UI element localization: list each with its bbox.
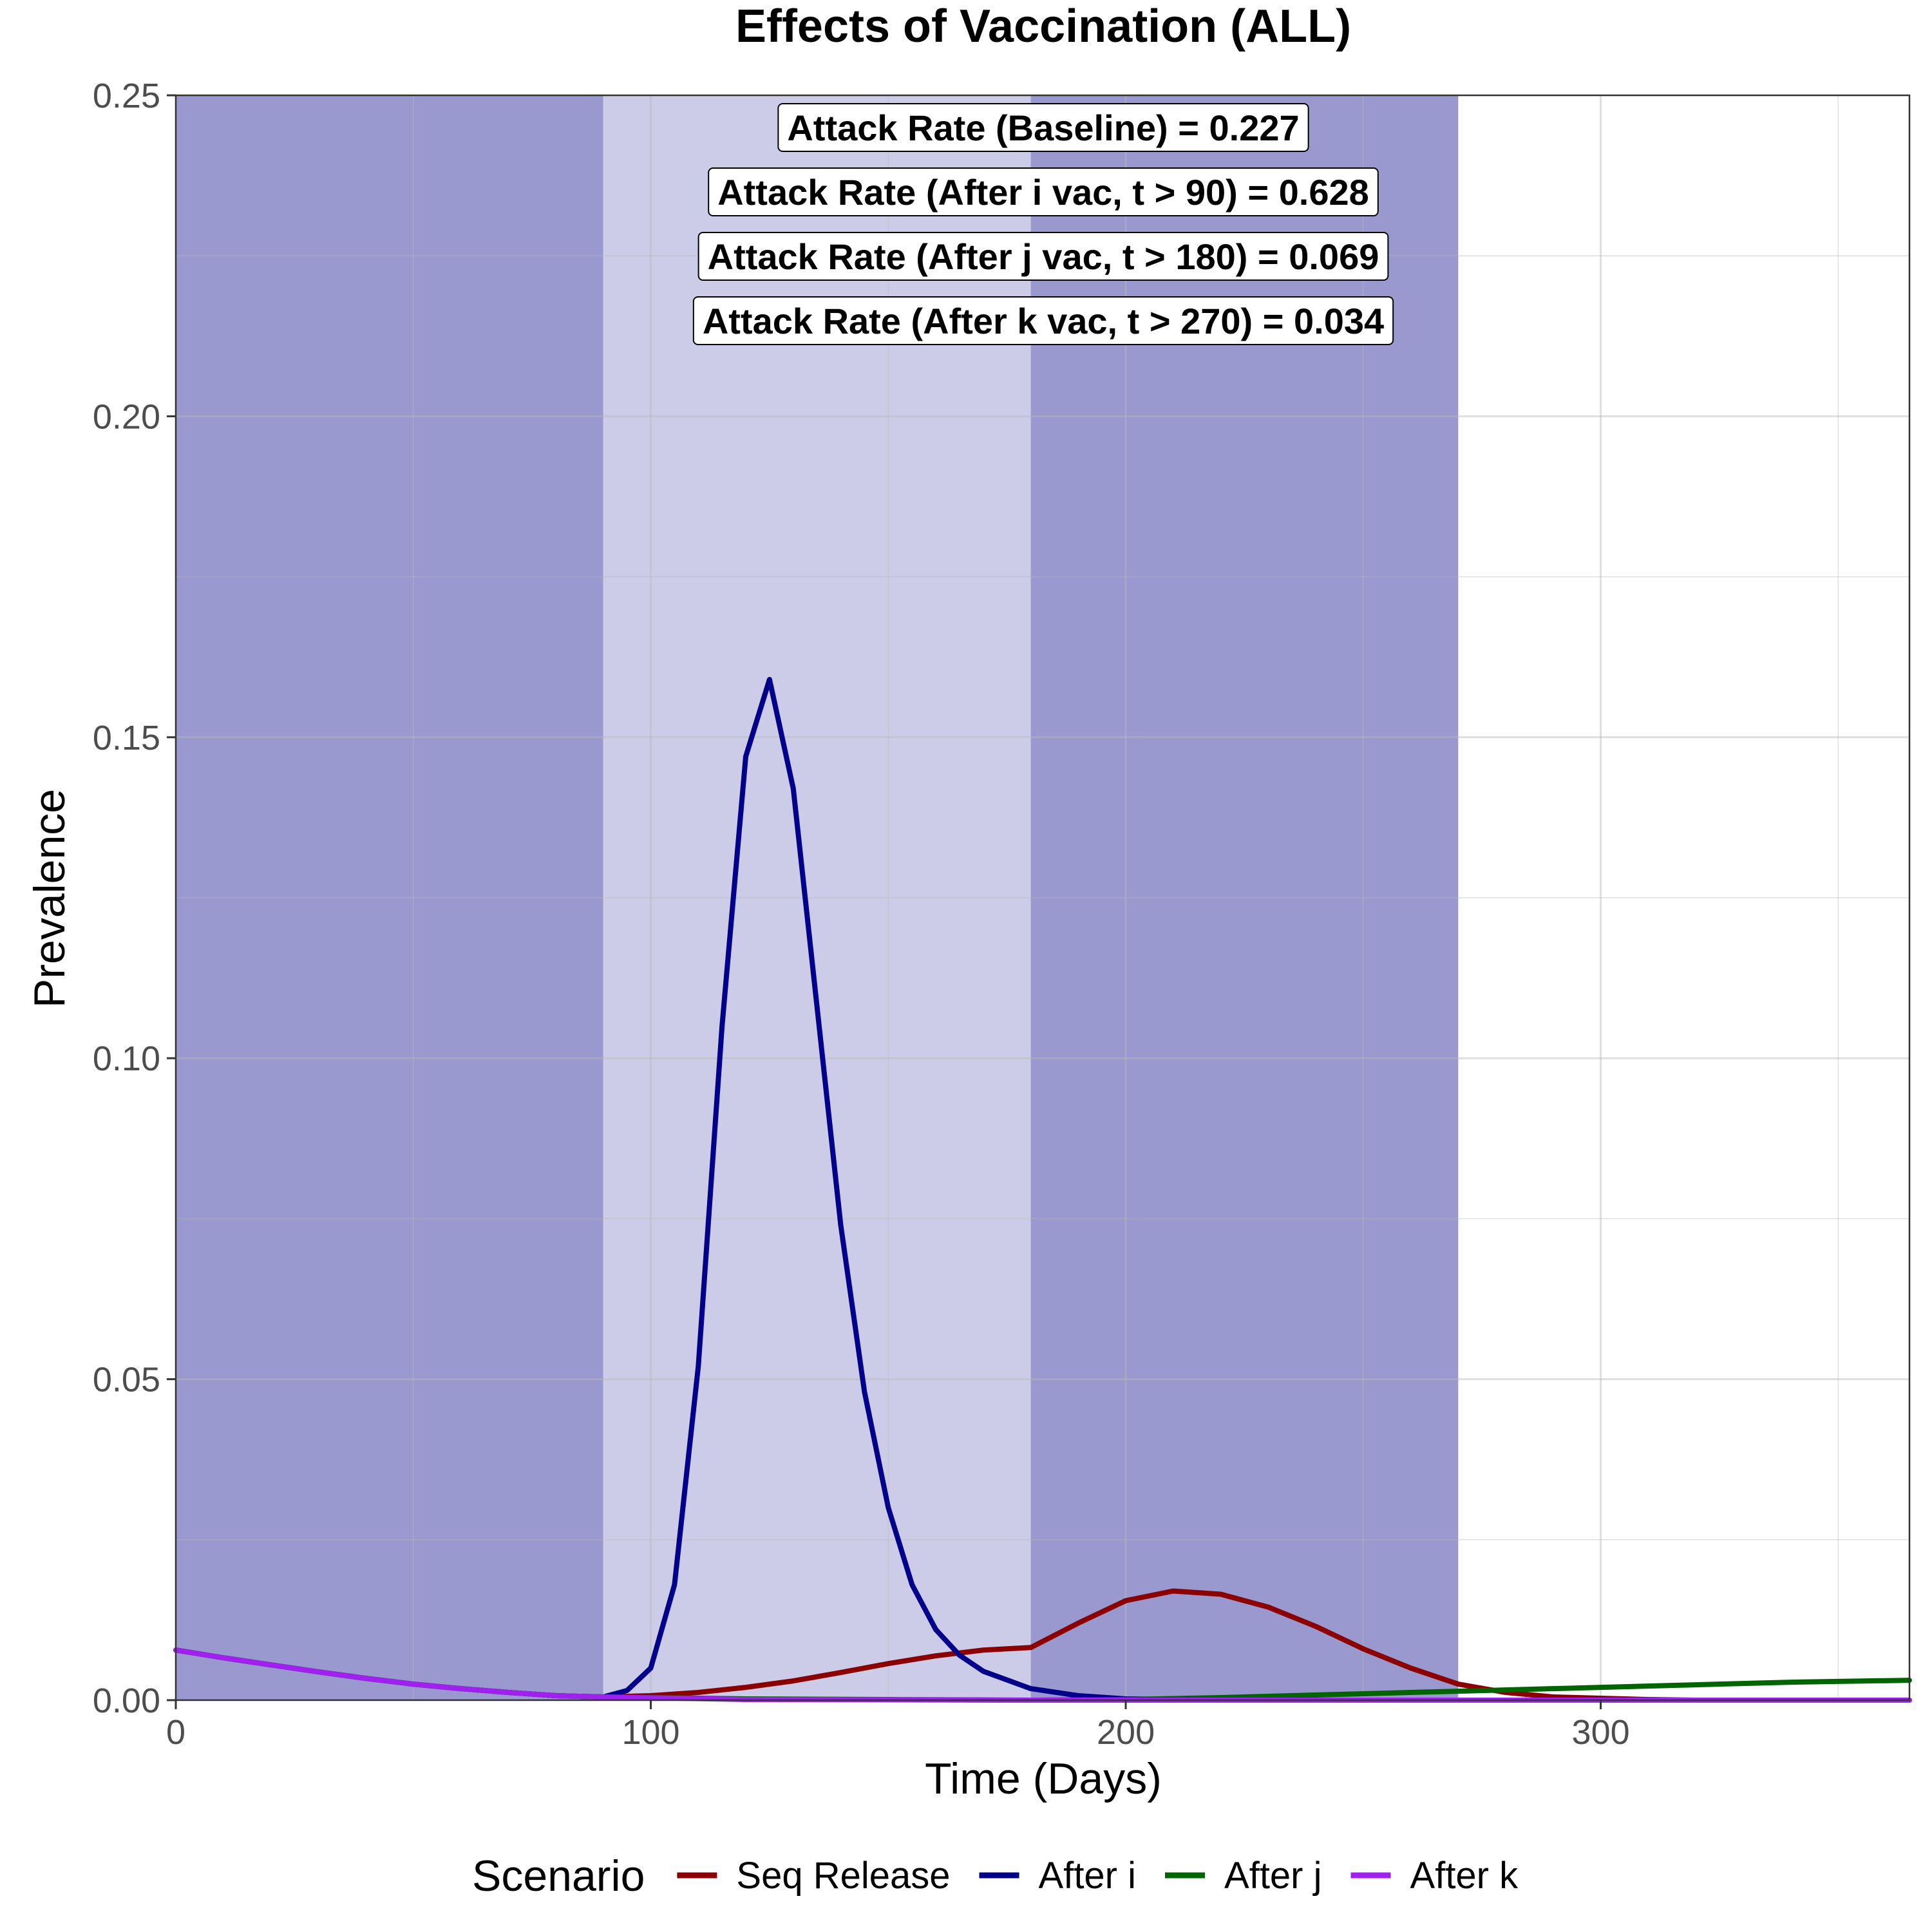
annotation-text: Attack Rate (After k vac, t > 270) = 0.0… xyxy=(703,301,1384,341)
legend-label-after-i: After i xyxy=(1039,1855,1137,1897)
y-tick-label: 0.20 xyxy=(93,397,160,436)
annotation-4: Attack Rate (After k vac, t > 270) = 0.0… xyxy=(692,296,1394,345)
annotation-box xyxy=(777,103,1309,152)
x-tick-label: 100 xyxy=(621,1713,679,1752)
y-axis-title: Prevalence xyxy=(25,789,74,1008)
axis-ticks: 0 100 200 300 0.00 0.05 0.10 0.15 0.20 0.25 xyxy=(93,77,1630,1752)
legend-title: Scenario xyxy=(472,1852,645,1900)
y-tick-label: 0.10 xyxy=(93,1039,160,1078)
x-tick-label: 0 xyxy=(166,1713,185,1752)
annotation-box xyxy=(697,232,1389,281)
shaded-period-2 xyxy=(603,95,1031,1700)
annotation-text: Attack Rate (After j vac, t > 180) = 0.0… xyxy=(708,236,1379,277)
legend-label-seq-release: Seq Release xyxy=(736,1855,950,1897)
shaded-periods xyxy=(176,95,1459,1700)
panel-border xyxy=(175,94,1911,1701)
x-axis-title: Time (Days) xyxy=(925,1754,1162,1803)
x-tick-label: 300 xyxy=(1572,1713,1630,1752)
y-tick-label: 0.05 xyxy=(93,1361,160,1399)
annotation-text: Attack Rate (Baseline) = 0.227 xyxy=(787,108,1299,148)
annotation-1: Attack Rate (Baseline) = 0.227 xyxy=(777,103,1309,152)
annotations: Attack Rate (Baseline) = 0.227 Attack Rat… xyxy=(692,103,1394,345)
x-tick-label: 200 xyxy=(1097,1713,1155,1752)
legend: Scenario Seq Release After i After j After k xyxy=(472,1852,1519,1900)
annotation-box xyxy=(692,296,1394,345)
legend-label-after-k: After k xyxy=(1410,1855,1519,1897)
legend-label-after-j: After j xyxy=(1224,1855,1322,1897)
y-tick-label: 0.15 xyxy=(93,719,160,757)
annotation-box xyxy=(708,167,1379,216)
shaded-period-3 xyxy=(1030,95,1459,1700)
y-tick-label: 0.25 xyxy=(93,77,160,115)
chart-title: Effects of Vaccination (ALL) xyxy=(735,1,1351,52)
annotation-text: Attack Rate (After i vac, t > 90) = 0.62… xyxy=(717,172,1369,213)
annotation-3: Attack Rate (After j vac, t > 180) = 0.0… xyxy=(697,232,1389,281)
y-tick-label: 0.00 xyxy=(93,1681,160,1720)
annotation-2: Attack Rate (After i vac, t > 90) = 0.62… xyxy=(708,167,1379,216)
shaded-period-1 xyxy=(176,95,603,1700)
